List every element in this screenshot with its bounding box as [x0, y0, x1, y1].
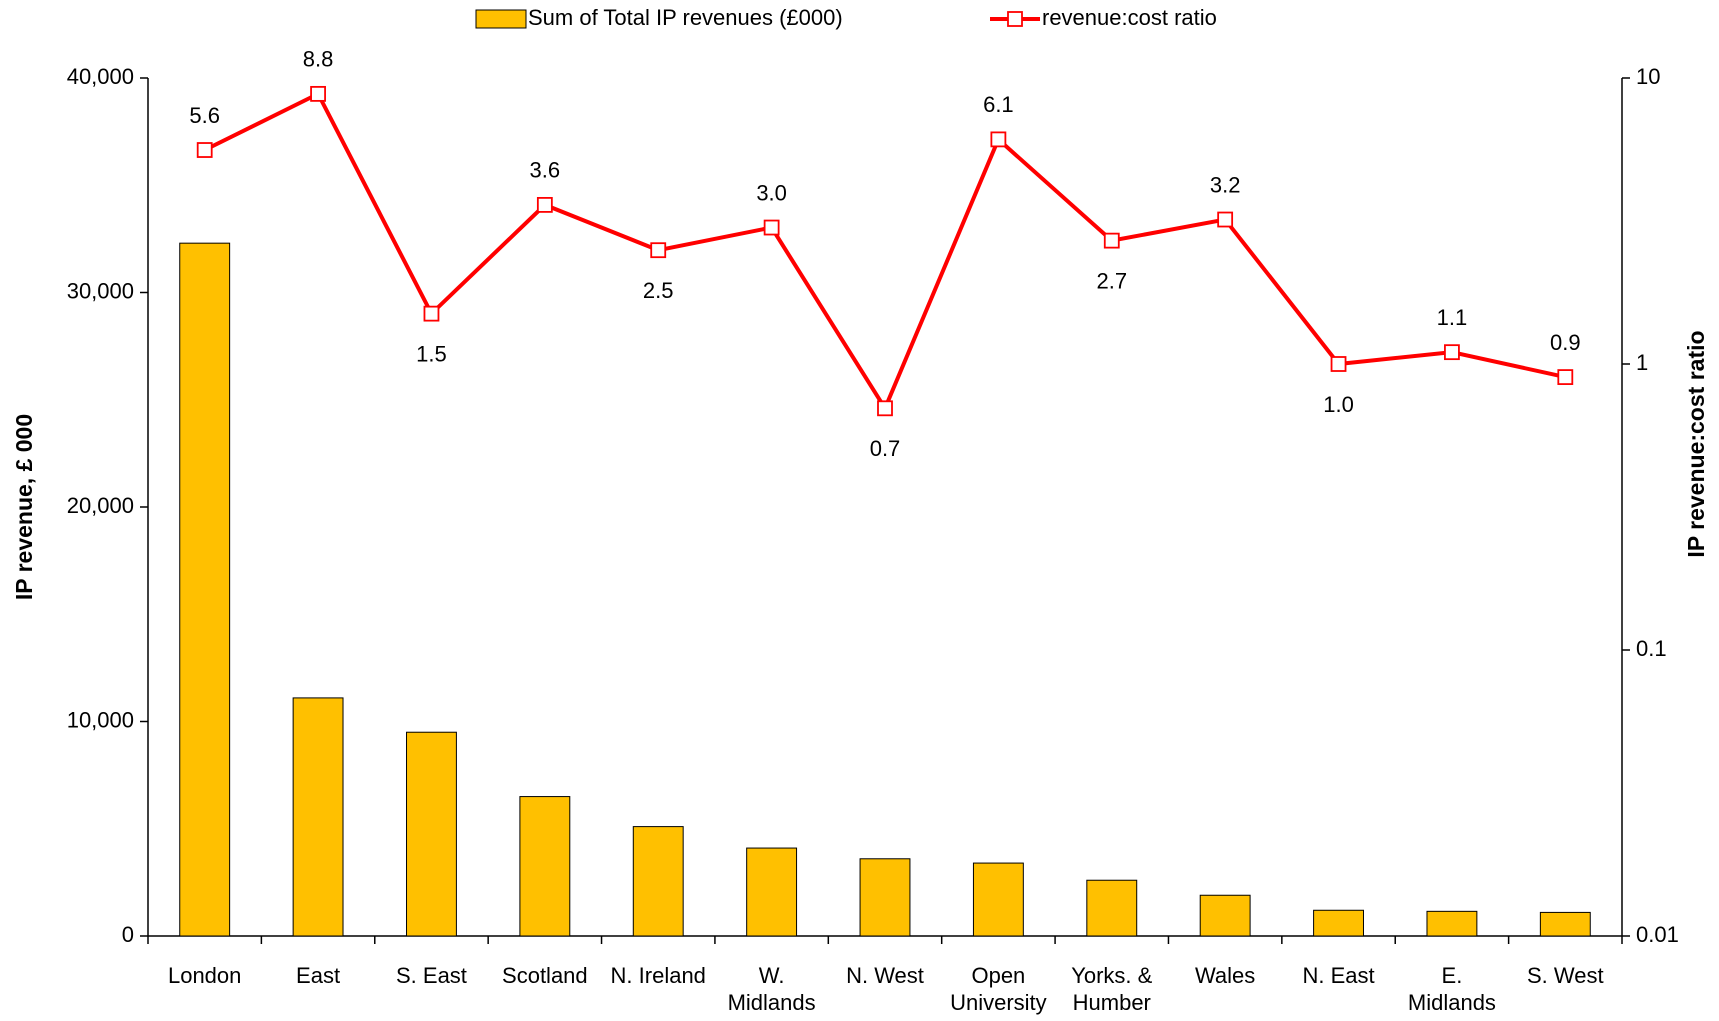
data-label: 1.5: [416, 341, 447, 366]
x-tick-label: W. Midlands: [728, 963, 816, 1015]
x-tick-label: Yorks. & Humber: [1071, 963, 1152, 1015]
data-label: 5.6: [189, 103, 220, 128]
x-tick-label: N. Ireland: [611, 963, 706, 988]
line: [203, 91, 1566, 413]
y2-axis-title: IP revenue:cost ratio: [1683, 330, 1709, 557]
data-label: 8.8: [303, 47, 334, 72]
marker: [763, 219, 780, 236]
marker: [1217, 211, 1234, 228]
x-tick-label: Wales: [1195, 963, 1255, 988]
bar: [1086, 879, 1138, 937]
y-axis-title: IP revenue, £ 000: [11, 414, 37, 600]
y2-tick-label: 0.01: [1636, 922, 1679, 947]
data-label: 1.1: [1437, 305, 1468, 330]
marker: [1103, 232, 1120, 249]
data-label: 3.2: [1210, 172, 1241, 197]
marker: [877, 400, 893, 417]
legend-swatch: [1007, 11, 1023, 27]
marker: [536, 196, 553, 213]
y-tick-label: 10,000: [67, 707, 134, 732]
x-tick-label: S. East: [396, 963, 467, 988]
y-tick-label: 20,000: [67, 493, 134, 518]
x-tick-label: Scotland: [502, 963, 588, 988]
data-label: 3.0: [756, 180, 787, 205]
x-tick-label: N. West: [846, 963, 924, 988]
y2-tick-label: 10: [1636, 64, 1660, 89]
bar: [1199, 894, 1251, 937]
marker: [1444, 344, 1460, 361]
data-label: 3.6: [530, 158, 561, 183]
legend-label: revenue:cost ratio: [1042, 5, 1217, 30]
marker: [423, 305, 440, 322]
legend-swatch: [475, 9, 527, 29]
bar: [519, 796, 571, 937]
bar: [972, 862, 1024, 937]
data-label: 0.7: [870, 436, 901, 461]
bar: [1539, 911, 1591, 937]
y-tick-label: 30,000: [67, 278, 134, 303]
x-tick-label: Open University: [950, 963, 1047, 1015]
x-tick-label: London: [168, 963, 241, 988]
legend-label: Sum of Total IP revenues (£000): [528, 5, 843, 30]
marker: [310, 85, 326, 102]
x-tick-label: E. Midlands: [1408, 963, 1496, 1015]
data-label: 6.1: [983, 92, 1014, 117]
marker: [990, 131, 1007, 148]
data-label: 0.9: [1550, 330, 1581, 355]
y-tick-label: 40,000: [67, 64, 134, 89]
marker: [196, 142, 213, 158]
bar: [632, 826, 684, 937]
bar: [292, 697, 344, 937]
y-tick-label: 0: [122, 922, 134, 947]
bar: [1426, 910, 1478, 937]
bar: [406, 731, 457, 937]
bar: [1313, 909, 1364, 937]
bar: [179, 242, 231, 937]
bar: [746, 847, 798, 937]
x-tick-label: N. East: [1302, 963, 1374, 988]
y2-tick-label: 1: [1636, 350, 1648, 375]
data-label: 1.0: [1323, 392, 1354, 417]
x-tick-label: S. West: [1527, 963, 1604, 988]
marker: [650, 242, 667, 259]
x-tick-label: East: [296, 963, 340, 988]
y2-tick-label: 0.1: [1636, 636, 1667, 661]
bar: [859, 858, 911, 937]
marker: [1330, 356, 1347, 372]
data-label: 2.7: [1096, 268, 1127, 293]
marker: [1557, 369, 1574, 385]
data-label: 2.5: [643, 278, 674, 303]
